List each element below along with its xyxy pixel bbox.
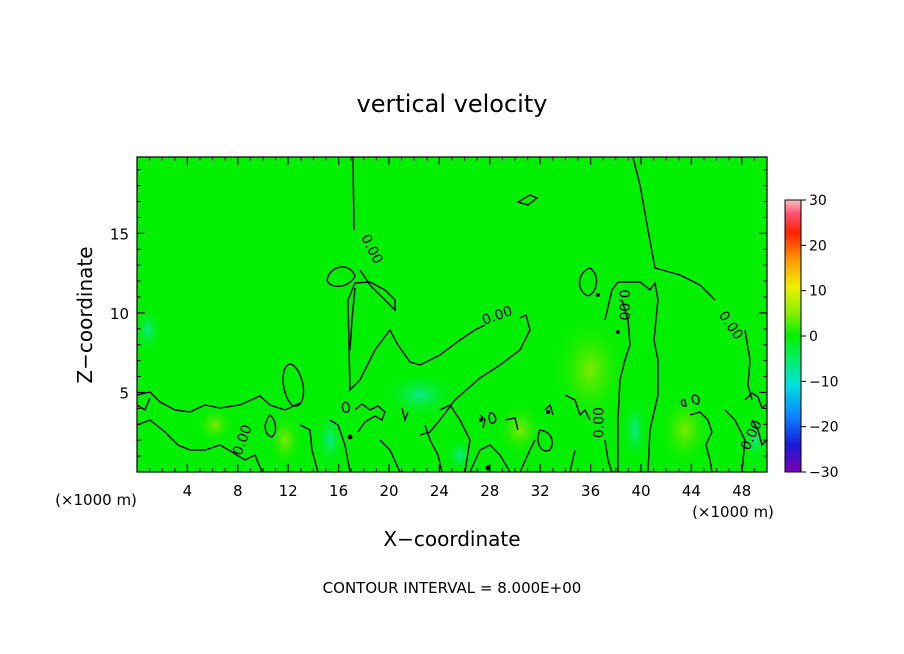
warm-anomaly [550, 310, 630, 430]
y-axis-ticks: 5 10 15 [110, 169, 767, 457]
cool-anomaly [445, 437, 475, 472]
x-tick-label: 40 [631, 482, 650, 500]
contour-label: 0.00 [591, 407, 607, 438]
cool-anomaly [621, 395, 649, 465]
heatmap-field: 0.000.00 0.000.000.000.00 0.00 [137, 157, 767, 472]
warm-anomaly [195, 405, 235, 445]
x-tick-label: 16 [329, 482, 348, 500]
x-unit-left: (×1000 m) [55, 491, 137, 509]
y-tick-label: 10 [110, 305, 129, 323]
x-tick-label: 44 [682, 482, 701, 500]
colorbar-tick-label: −30 [809, 465, 839, 481]
contour-label: 0.00 [615, 289, 631, 320]
x-tick-label: 32 [531, 482, 550, 500]
y-tick-label: 5 [119, 384, 129, 402]
colorbar-gradient [784, 199, 802, 473]
warm-anomaly [495, 400, 545, 460]
y-tick-label: 15 [110, 225, 129, 243]
x-axis-label: X−coordinate [383, 527, 520, 551]
warm-anomaly [657, 390, 713, 470]
x-tick-label: 20 [379, 482, 398, 500]
colorbar-tick-label: 20 [809, 238, 827, 254]
x-unit-right: (×1000 m) [692, 503, 774, 521]
cool-anomaly [380, 370, 460, 420]
x-tick-label: 48 [732, 482, 751, 500]
colorbar-tick-label: −10 [809, 374, 839, 390]
colorbar-tick-label: −20 [809, 420, 839, 436]
x-tick-label: 8 [233, 482, 243, 500]
x-tick-label: 28 [480, 482, 499, 500]
warm-anomaly [267, 410, 303, 470]
cool-anomaly [315, 408, 345, 472]
x-tick-label: 36 [581, 482, 600, 500]
zero-contours [137, 157, 767, 472]
colorbar-tick-label: 0 [809, 329, 818, 345]
x-tick-label: 12 [279, 482, 298, 500]
x-tick-label: 4 [183, 482, 193, 500]
x-tick-label: 24 [430, 482, 449, 500]
x-axis-ticks: 4 8 12 16 20 24 28 32 36 40 44 48 [149, 157, 755, 500]
chart-title: vertical velocity [357, 90, 548, 118]
colorbar-ticks: 30 20 10 0 −10 −20 −30 [801, 193, 839, 481]
y-axis-label: Z−coordinate [73, 246, 97, 383]
contour-interval-note: CONTOUR INTERVAL = 8.000E+00 [323, 579, 582, 597]
cool-anomaly [137, 305, 162, 355]
colorbar: 30 20 10 0 −10 −20 −30 [784, 193, 839, 481]
cool-anomaly [743, 415, 767, 465]
colorbar-tick-label: 10 [809, 284, 827, 300]
colorbar-tick-label: 30 [809, 193, 827, 209]
